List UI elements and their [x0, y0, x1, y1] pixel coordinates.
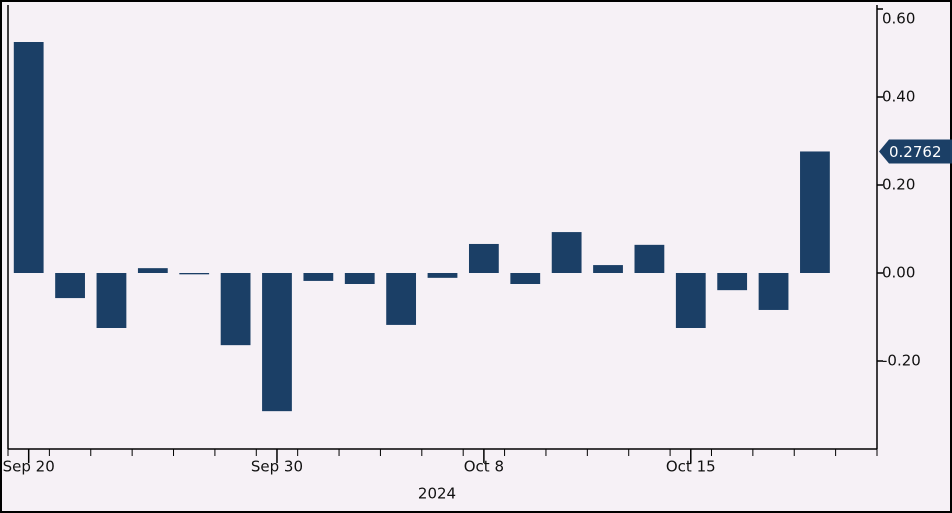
value-callout-label: 0.2762	[889, 143, 942, 161]
x-axis-label: 2024	[418, 485, 456, 503]
bar	[96, 273, 127, 328]
bar	[758, 273, 789, 310]
bar	[634, 244, 665, 273]
x-tick-label: Sep 30	[251, 458, 303, 476]
y-tick-label: 0.20	[882, 176, 915, 194]
bar	[55, 273, 85, 299]
bar	[800, 151, 830, 273]
bar	[468, 243, 499, 273]
x-tick-label: Oct 8	[464, 458, 504, 476]
bar	[344, 273, 375, 284]
x-tick-label: Sep 20	[3, 458, 55, 476]
value-callout	[879, 139, 952, 164]
bar	[593, 265, 623, 273]
bar	[303, 273, 334, 281]
bar	[13, 42, 44, 273]
y-tick-label: -0.20	[882, 352, 921, 370]
bar	[427, 273, 458, 278]
bar	[220, 273, 251, 346]
y-tick-label: 0.40	[882, 88, 915, 106]
bar	[551, 232, 582, 273]
bar	[717, 273, 748, 291]
bar	[675, 273, 706, 328]
y-tick-label: 0.60	[882, 10, 915, 28]
y-tick-label: 0.00	[882, 264, 915, 282]
bar	[262, 273, 292, 412]
bar	[510, 273, 541, 284]
bar	[386, 273, 417, 325]
x-tick-label: Oct 15	[666, 458, 716, 476]
bar	[179, 273, 210, 275]
bar	[137, 268, 168, 273]
